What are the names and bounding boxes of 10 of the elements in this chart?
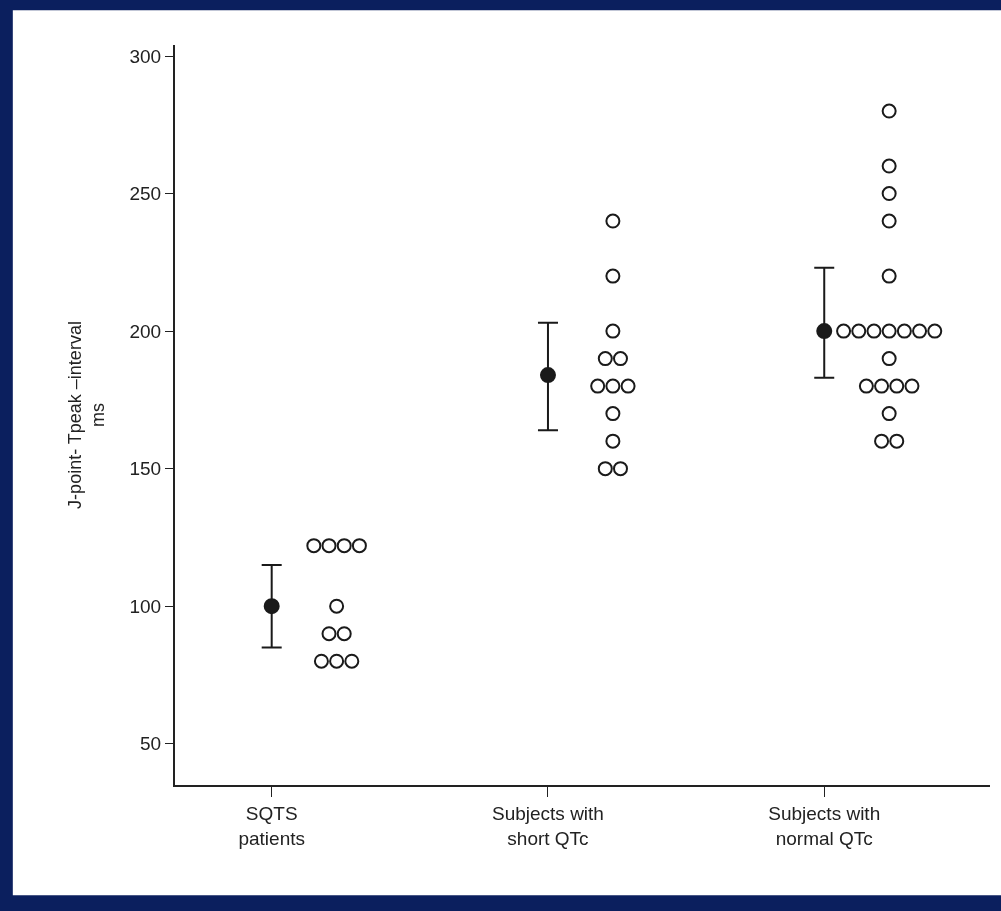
x-tick-label: Subjects with short QTc xyxy=(491,802,604,849)
y-tick-label: 150 xyxy=(129,458,162,480)
y-tick-label: 250 xyxy=(129,183,162,205)
y-tick-label: 200 xyxy=(129,320,162,342)
x-tick-label: Subjects with normal QTc xyxy=(768,802,881,849)
y-tick-label: 100 xyxy=(129,595,162,617)
x-tick-label: SQTS patients xyxy=(238,802,305,849)
y-tick-label: 50 xyxy=(140,733,162,755)
y-tick-label: 300 xyxy=(129,45,162,67)
y-axis-title: J-point- Tpeak –interval ms xyxy=(64,321,109,509)
